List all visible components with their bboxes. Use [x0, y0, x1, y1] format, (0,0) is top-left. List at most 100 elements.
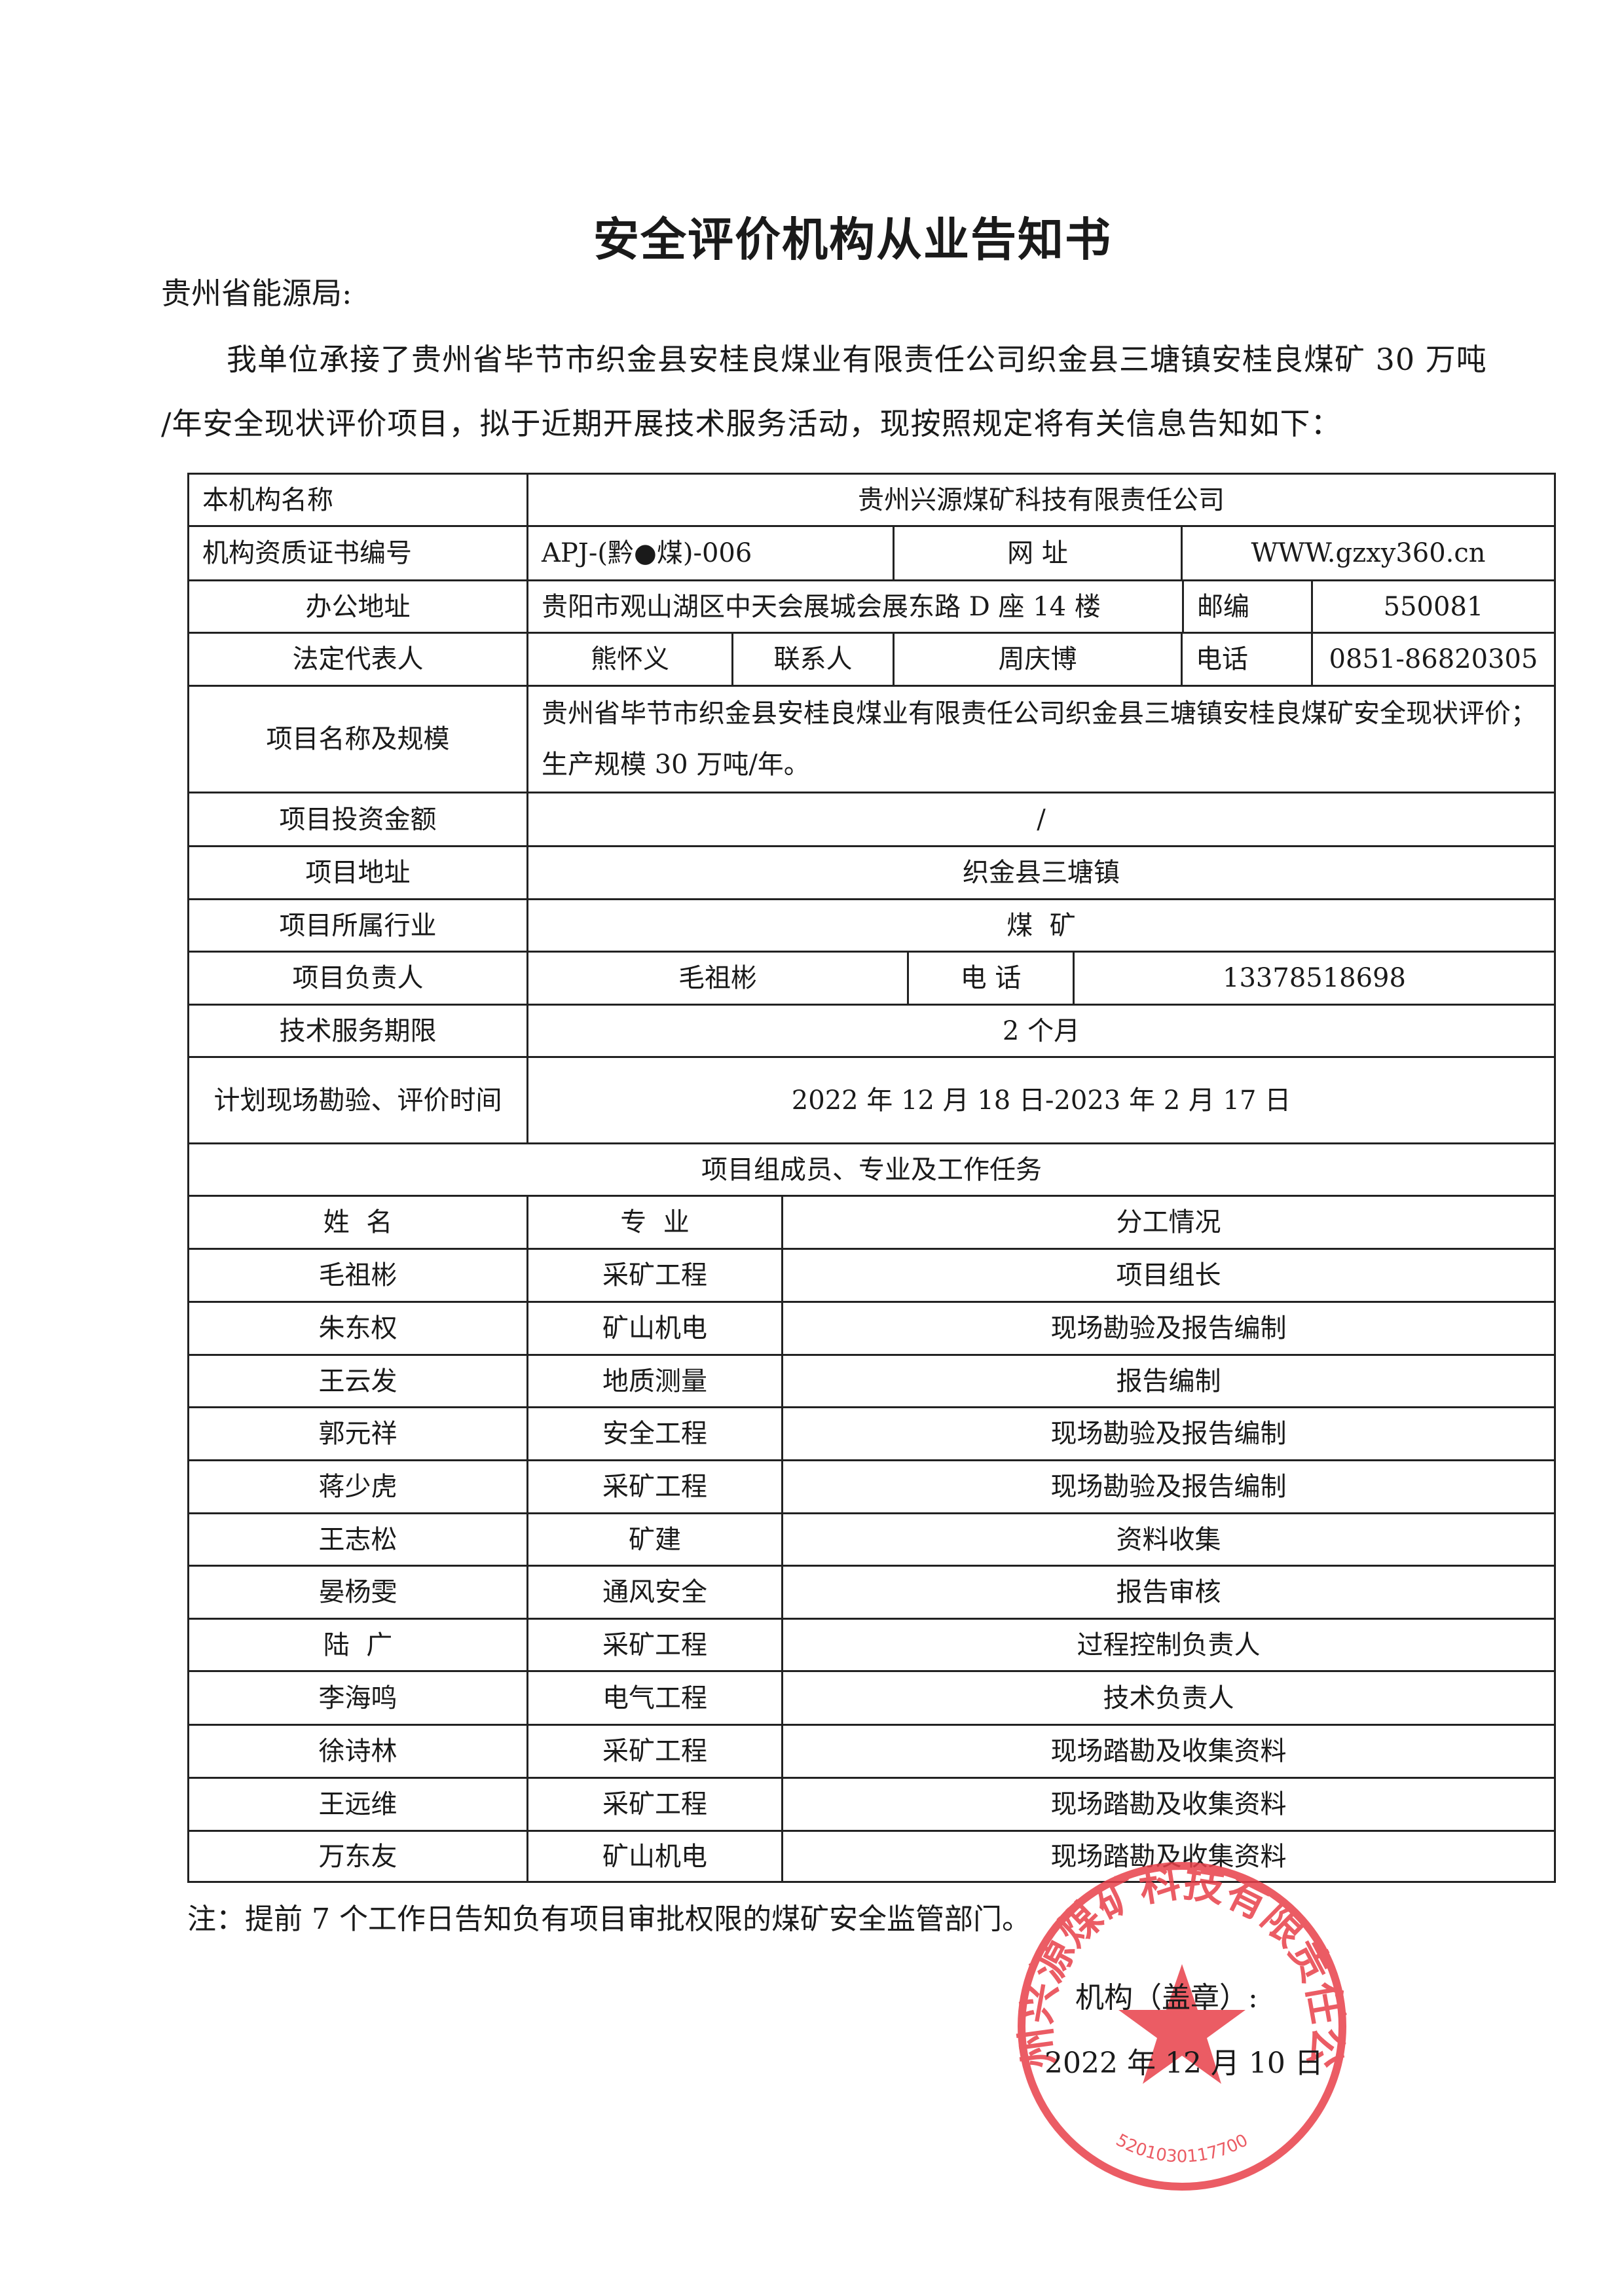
- table-row: 项目投资金额 /: [189, 793, 1554, 847]
- document-title: 安全评价机构从业告知书: [593, 212, 1112, 266]
- info-table: 本机构名称 贵州兴源煤矿科技有限责任公司 机构资质证书编号 APJ-(黔●煤)-…: [187, 473, 1556, 1883]
- member-row: 朱东权 矿山机电 现场勘验及报告编制: [189, 1303, 1554, 1356]
- member-major: 通风安全: [528, 1567, 783, 1618]
- member-major: 矿山机电: [528, 1832, 783, 1881]
- member-name: 徐诗林: [189, 1726, 528, 1777]
- table-row: 技术服务期限 2 个月: [189, 1006, 1554, 1058]
- member-major: 采矿工程: [528, 1779, 783, 1830]
- member-name: 王远维: [189, 1779, 528, 1830]
- seal-star-icon: [1118, 1964, 1246, 2084]
- member-name: 晏杨雯: [189, 1567, 528, 1618]
- table-row: 项目名称及规模 贵州省毕节市织金县安桂良煤业有限责任公司织金县三塘镇安桂良煤矿安…: [189, 687, 1554, 793]
- table-row: 办公地址 贵阳市观山湖区中天会展城会展东路 D 座 14 楼 邮编 550081: [189, 581, 1554, 634]
- table-row: 计划现场勘验、评价时间 2022 年 12 月 18 日-2023 年 2 月 …: [189, 1058, 1554, 1144]
- phone: 0851-86820305: [1329, 644, 1538, 674]
- member-task: 技术负责人: [1103, 1683, 1234, 1713]
- project-address-label: 项目地址: [189, 847, 528, 898]
- table-row: 机构资质证书编号 APJ-(黔●煤)-006 网 址 WWW.gzxy360.c…: [189, 527, 1554, 581]
- member-task: 资料收集: [1116, 1524, 1221, 1555]
- schedule: 2022 年 12 月 18 日-2023 年 2 月 17 日: [791, 1085, 1291, 1116]
- service-period-label: 技术服务期限: [189, 1006, 528, 1056]
- member-row: 李海鸣 电气工程 技术负责人: [189, 1672, 1554, 1726]
- member-major: 采矿工程: [528, 1461, 783, 1512]
- member-major: 采矿工程: [528, 1726, 783, 1777]
- member-name: 郭元祥: [189, 1408, 528, 1459]
- project-name-label: 项目名称及规模: [189, 687, 528, 792]
- column-major: 专 业: [528, 1197, 783, 1248]
- member-major: 采矿工程: [528, 1620, 783, 1670]
- member-name: 蒋少虎: [189, 1461, 528, 1512]
- member-major: 安全工程: [528, 1408, 783, 1459]
- member-major: 电气工程: [528, 1672, 783, 1724]
- company-seal: 贵州兴源煤矿科技有限责任公司 5201030117700: [1008, 1853, 1352, 2191]
- seal-ring: [1018, 1862, 1346, 2191]
- member-row: 王远维 采矿工程 现场踏勘及收集资料: [189, 1779, 1554, 1832]
- member-row: 郭元祥 安全工程 现场勘验及报告编制: [189, 1408, 1554, 1461]
- leader: 毛祖彬: [528, 953, 909, 1004]
- member-task: 过程控制负责人: [1077, 1630, 1261, 1660]
- legal-rep-label: 法定代表人: [189, 634, 528, 685]
- members-header-row: 姓 名 专 业 分工情况: [189, 1197, 1554, 1250]
- table-row: 项目组成员、专业及工作任务: [189, 1144, 1554, 1197]
- member-name: 王志松: [189, 1514, 528, 1565]
- members-header: 项目组成员、专业及工作任务: [701, 1154, 1042, 1185]
- member-major: 地质测量: [528, 1356, 783, 1406]
- contact-label: 联系人: [733, 634, 895, 685]
- member-task: 现场踏勘及收集资料: [1050, 1789, 1287, 1819]
- phone-label: 电话: [1183, 634, 1313, 685]
- contact: 周庆博: [895, 634, 1183, 685]
- table-row: 项目所属行业 煤 矿: [189, 900, 1554, 953]
- member-task: 报告编制: [1116, 1366, 1221, 1396]
- member-name: 王云发: [189, 1356, 528, 1406]
- member-task: 项目组长: [1116, 1260, 1221, 1290]
- recipient: 贵州省能源局:: [161, 276, 352, 311]
- member-name: 毛祖彬: [189, 1250, 528, 1301]
- table-row: 法定代表人 熊怀义 联系人 周庆博 电话 0851-86820305: [189, 634, 1554, 687]
- office-label: 办公地址: [189, 581, 528, 632]
- intro-paragraph-line-1: 我单位承接了贵州省毕节市织金县安桂良煤业有限责任公司织金县三塘镇安桂良煤矿 30…: [227, 342, 1487, 377]
- industry: 煤 矿: [1006, 910, 1076, 941]
- member-task: 现场踏勘及收集资料: [1050, 1736, 1287, 1766]
- service-period: 2 个月: [1002, 1015, 1080, 1046]
- office-address: 贵阳市观山湖区中天会展城会展东路 D 座 14 楼: [528, 581, 1184, 632]
- member-row: 蒋少虎 采矿工程 现场勘验及报告编制: [189, 1461, 1554, 1514]
- website-label: 网 址: [895, 527, 1183, 579]
- postcode-label: 邮编: [1184, 581, 1313, 632]
- leader-phone-label: 电 话: [909, 953, 1075, 1004]
- member-task: 现场勘验及报告编制: [1050, 1419, 1287, 1449]
- table-row: 本机构名称 贵州兴源煤矿科技有限责任公司: [189, 475, 1554, 527]
- member-task: 现场勘验及报告编制: [1050, 1472, 1287, 1502]
- postcode: 550081: [1383, 591, 1484, 622]
- cert-label: 机构资质证书编号: [189, 527, 528, 579]
- member-name: 李海鸣: [189, 1672, 528, 1724]
- seal-code: 5201030117700: [1113, 2130, 1251, 2166]
- leader-phone: 13378518698: [1223, 963, 1406, 993]
- member-row: 毛祖彬 采矿工程 项目组长: [189, 1250, 1554, 1303]
- org-name: 贵州兴源煤矿科技有限责任公司: [858, 484, 1225, 515]
- signature-label: 机构（盖章）:: [1075, 1981, 1258, 2014]
- member-major: 采矿工程: [528, 1250, 783, 1301]
- table-row: 项目地址 织金县三塘镇: [189, 847, 1554, 900]
- member-major: 矿建: [528, 1514, 783, 1565]
- project-name: 贵州省毕节市织金县安桂良煤业有限责任公司织金县三塘镇安桂良煤矿安全现状评价；生产…: [542, 699, 1537, 780]
- project-address: 织金县三塘镇: [963, 858, 1120, 888]
- website: WWW.gzxy360.cn: [1251, 538, 1486, 568]
- column-name: 姓 名: [189, 1197, 528, 1248]
- investment: /: [1037, 804, 1046, 835]
- member-row: 陆 广采矿工程 过程控制负责人: [189, 1620, 1554, 1672]
- member-name: 万东友: [189, 1832, 528, 1881]
- member-row: 徐诗林 采矿工程 现场踏勘及收集资料: [189, 1726, 1554, 1779]
- member-row: 王志松 矿建 资料收集: [189, 1514, 1554, 1567]
- member-row: 王云发 地质测量 报告编制: [189, 1356, 1554, 1408]
- member-task: 报告审核: [1116, 1577, 1221, 1607]
- industry-label: 项目所属行业: [189, 900, 528, 951]
- member-name: 朱东权: [189, 1303, 528, 1354]
- org-name-label: 本机构名称: [189, 475, 528, 525]
- leader-label: 项目负责人: [189, 953, 528, 1004]
- note: 注：提前 7 个工作日告知负有项目审批权限的煤矿安全监管部门。: [187, 1903, 1031, 1936]
- member-name: 陆 广: [189, 1620, 528, 1670]
- legal-rep: 熊怀义: [528, 634, 733, 685]
- column-task: 分工情况: [1116, 1207, 1221, 1237]
- member-task: 现场勘验及报告编制: [1050, 1313, 1287, 1343]
- table-row: 项目负责人 毛祖彬 电 话 13378518698: [189, 953, 1554, 1006]
